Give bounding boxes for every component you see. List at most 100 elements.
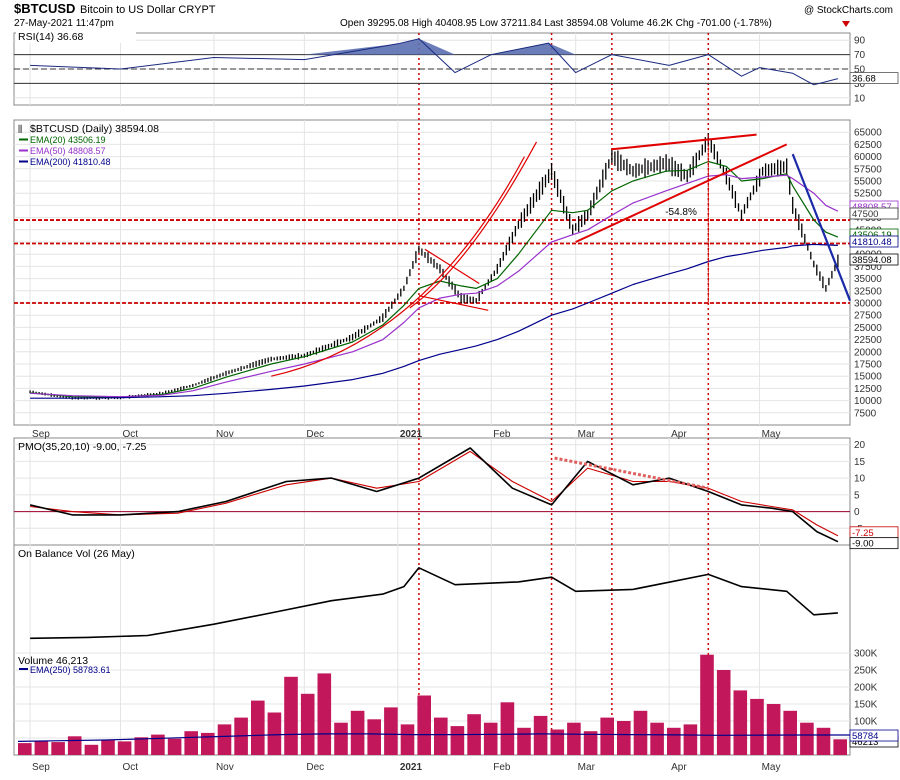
pmo-tick-label: 0 (854, 507, 860, 518)
price-tick-label: 62500 (854, 140, 882, 151)
x-tick-label: May (762, 429, 781, 440)
obv-line (30, 566, 838, 640)
down-arrow-icon (842, 21, 850, 27)
ohlc-readout: Open 39295.08 High 40408.95 Low 37211.84… (340, 18, 772, 29)
watermark-label: @ StockCharts.com (804, 5, 893, 16)
vol-tick-label: 150K (854, 700, 878, 711)
volume-bar (683, 724, 698, 755)
parabolic-curve (409, 141, 538, 309)
volume-bar (67, 736, 82, 755)
x-tick-label: Sep (32, 762, 50, 773)
vol-tick-label: 300K (854, 649, 878, 660)
rsi-tick-label: 70 (854, 50, 866, 61)
triangle-trendline-lower (418, 295, 489, 311)
volume-bar (517, 727, 531, 755)
volume-bar (567, 722, 581, 755)
pmo-title: PMO(35,20,10) -9.00, -7.25 (18, 441, 147, 453)
pmo-line (29, 447, 839, 543)
price-tick-label: 37500 (854, 262, 882, 273)
volume-bar (317, 673, 332, 755)
volume-ema-legend: EMA(250) 58783.61 (30, 665, 111, 675)
volume-bar (334, 722, 348, 755)
volume-bar (667, 727, 681, 755)
ema20-line (30, 160, 839, 398)
volume-bar (101, 739, 115, 755)
rsi-tick-label: 50 (854, 65, 866, 76)
rsi-tick-label: 90 (854, 36, 866, 47)
x-tick-label: Mar (578, 762, 596, 773)
parabolic-curve (271, 156, 525, 377)
volume-bar (367, 719, 381, 755)
price-ref-tag: 41810.48 (852, 237, 892, 248)
volume-ema-line (17, 733, 850, 742)
x-tick-label: 2021 (400, 429, 423, 440)
price-ref-tag-box (849, 235, 899, 248)
legend-entry: $BTCUSD (Daily) 38594.08 (30, 123, 159, 135)
volume-bar (733, 690, 748, 755)
price-tick-label: 20000 (854, 347, 882, 358)
volume-bar (750, 698, 764, 755)
x-tick-label: Apr (671, 762, 687, 773)
volume-bar (18, 743, 32, 755)
obv-title: On Balance Vol (26 May) (18, 548, 135, 560)
volume-bar (300, 693, 315, 755)
price-ref-tag: 43506.19 (852, 230, 892, 241)
price-tick-label: 65000 (854, 128, 882, 139)
volume-bar (51, 742, 65, 755)
volume-bar (184, 731, 198, 755)
volume-bar (833, 739, 847, 755)
x-tick-label: Nov (216, 762, 234, 773)
volume-bar (583, 731, 598, 755)
channel-trendline-upper (611, 133, 757, 151)
volume-last-tag: 46213 (852, 737, 878, 748)
vol-tick-label: 250K (854, 666, 878, 677)
rsi-tick-label: 30 (854, 79, 866, 90)
price-ref-tag: 48808.57 (852, 202, 892, 213)
x-tick-label: Apr (671, 429, 687, 440)
volume-bar (417, 695, 431, 755)
pmo-divergence-line (554, 456, 709, 490)
rsi-tick-label: 10 (854, 93, 866, 104)
rsi-overbought-fill (30, 38, 838, 55)
price-tick-label: 30000 (854, 299, 882, 310)
symbol-title: $BTCUSD (14, 1, 75, 16)
price-tick-label: 35000 (854, 274, 882, 285)
channel-trendline-lower (575, 143, 788, 243)
price-bar-icon: ⫼ (18, 124, 22, 134)
x-tick-label: Feb (493, 429, 511, 440)
instrument-name: Bitcoin to US Dollar CRYPT (80, 4, 216, 16)
volume-bar (384, 707, 398, 755)
price-tick-label: 15000 (854, 372, 882, 383)
volume-bar (434, 717, 448, 755)
rsi-last-tag: 36.68 (852, 74, 876, 85)
volume-bar (650, 722, 664, 755)
vol-tick-label: 100K (854, 717, 878, 728)
volume-bar (600, 717, 614, 755)
volume-bar (450, 726, 465, 755)
price-ref-tag-box (849, 253, 899, 266)
volume-bars (18, 654, 847, 755)
volume-bar (117, 741, 132, 755)
volume-bar (816, 727, 831, 755)
volume-ema-tag: 58784 (852, 731, 878, 742)
price-tick-label: 60000 (854, 152, 882, 163)
pmo-last-tag-box (849, 537, 899, 550)
panel-frame-price (13, 119, 851, 426)
panel-frame-obv (13, 544, 851, 654)
legend-entry: EMA(20) 43506.19 (30, 135, 106, 145)
x-tick-label: 2021 (400, 762, 423, 773)
volume-bar (500, 702, 515, 755)
volume-bar (766, 704, 781, 755)
volume-bar (134, 737, 149, 755)
pmo-signal-tag: -7.25 (852, 528, 874, 539)
ema50-line (30, 174, 839, 398)
volume-bar (34, 740, 49, 755)
x-tick-label: Dec (306, 762, 324, 773)
volume-bar (217, 724, 232, 755)
volume-bar (284, 676, 298, 755)
volume-bar (267, 712, 282, 755)
rsi-line (30, 38, 839, 86)
x-tick-label: Nov (216, 429, 234, 440)
pmo-tick-label: 5 (854, 490, 860, 501)
down-trendline (791, 153, 852, 301)
